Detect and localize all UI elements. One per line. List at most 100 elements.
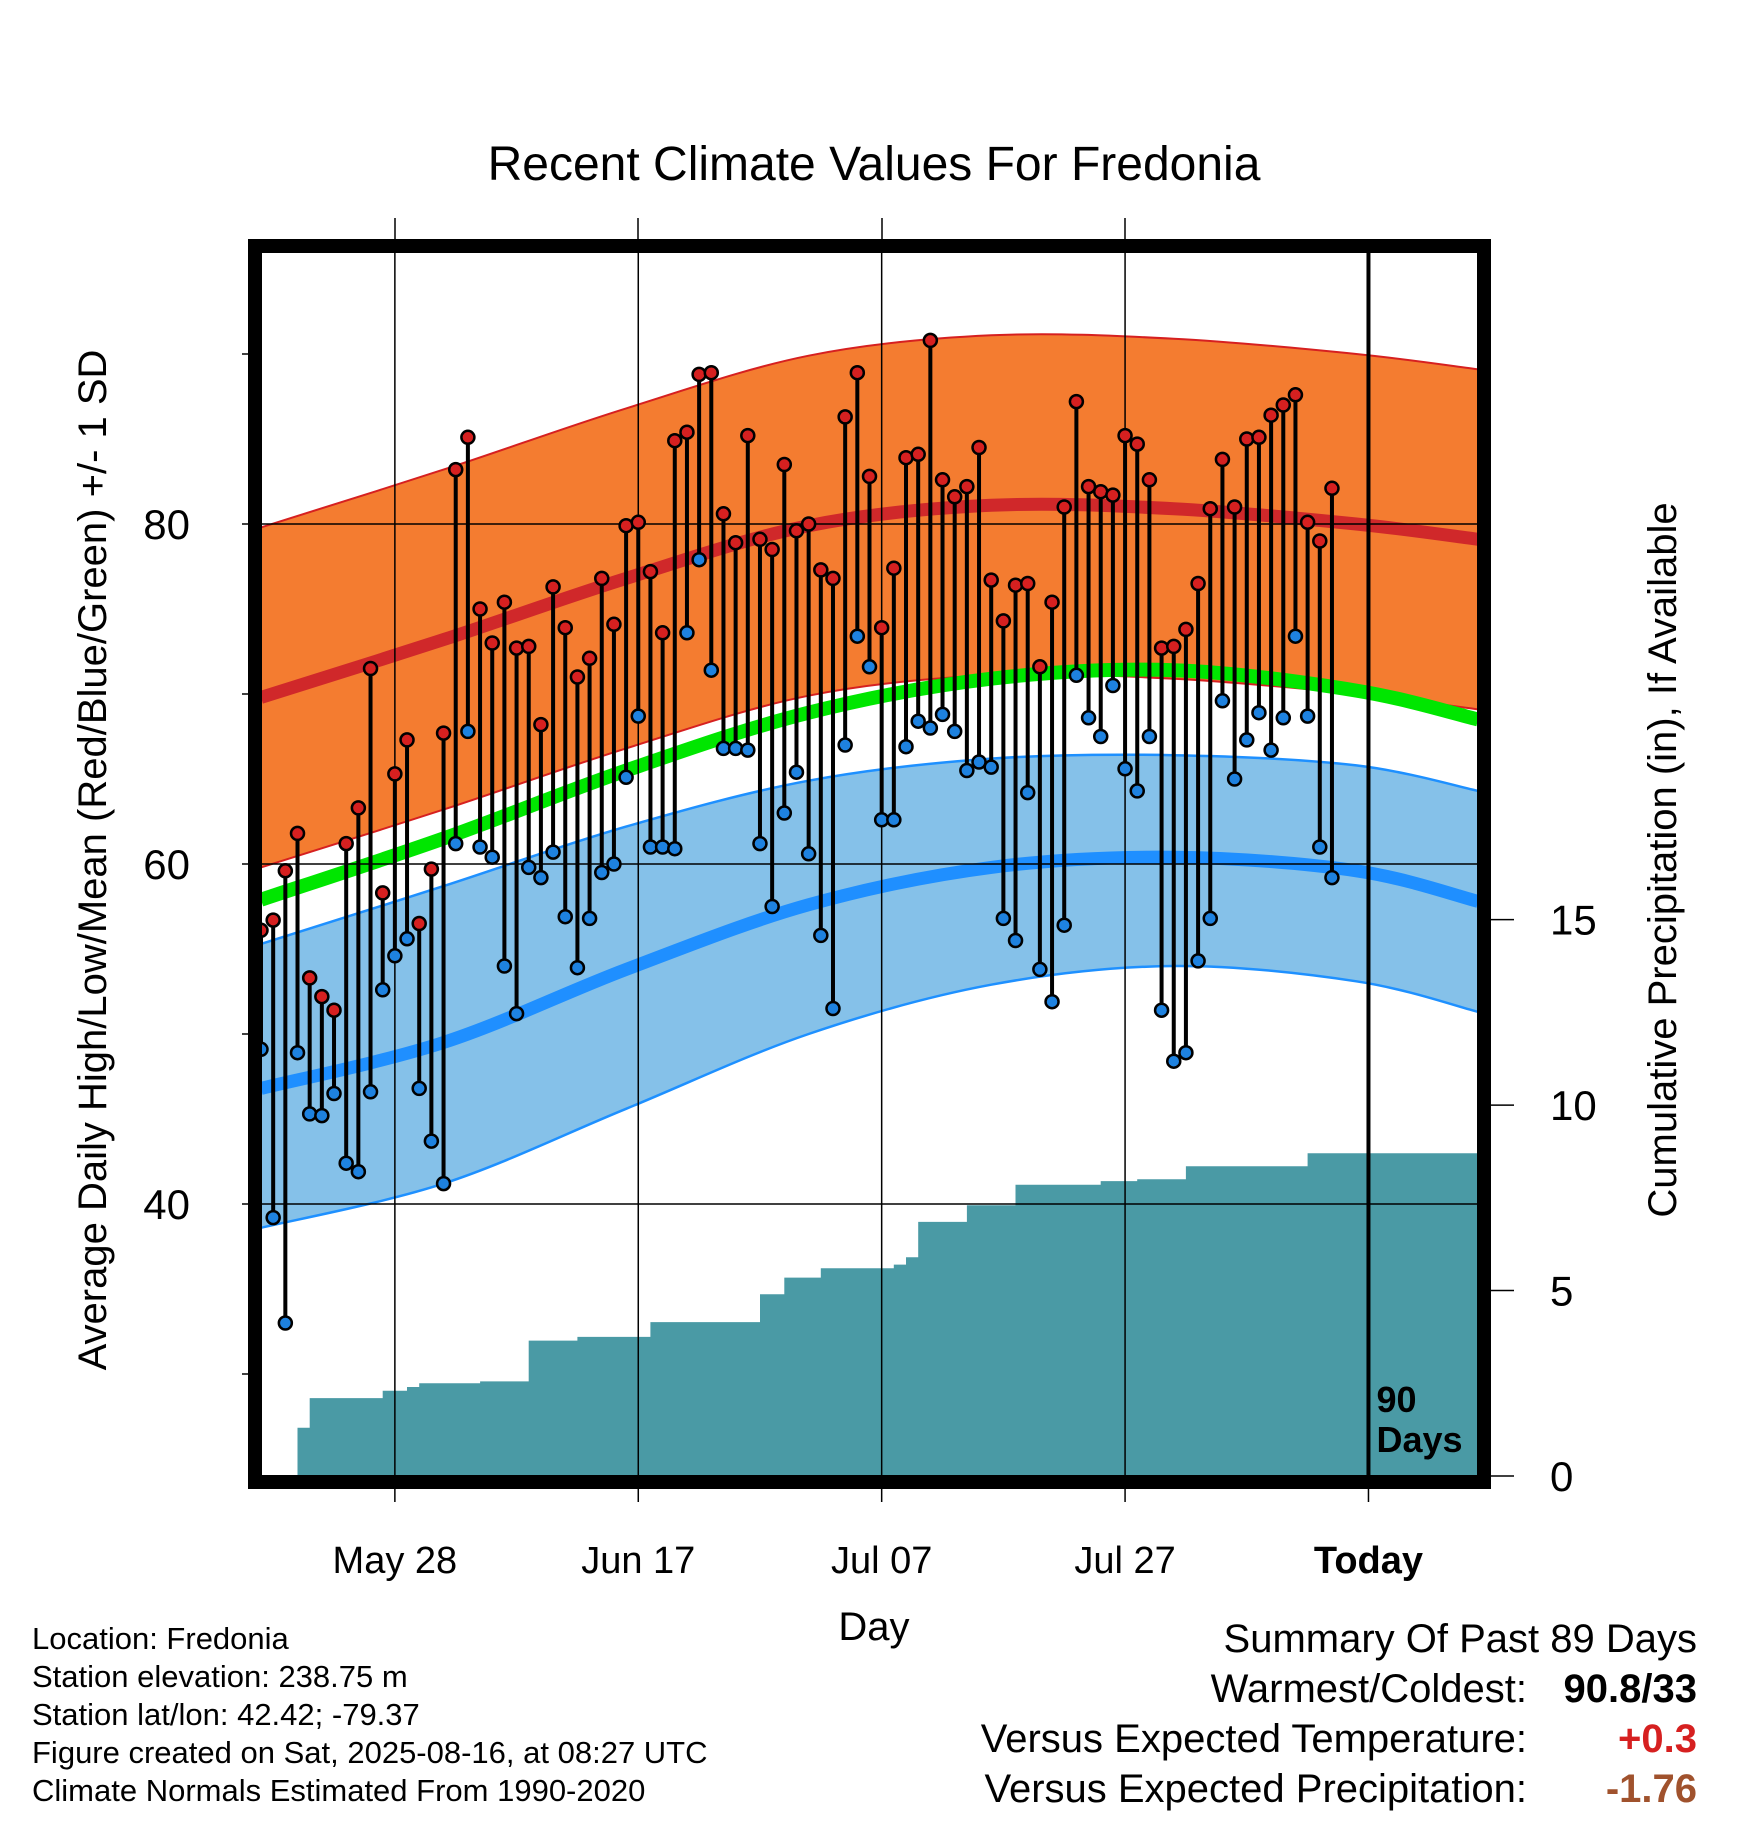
obs-high-point — [813, 562, 829, 578]
x-tick-label: Jun 17 — [581, 1540, 695, 1582]
normals-text: Climate Normals Estimated From 1990-2020 — [32, 1773, 646, 1808]
obs-low-point — [618, 769, 634, 786]
obs-high-point — [849, 364, 866, 381]
obs-high-point — [1044, 594, 1060, 610]
x-tick-label: Jul 07 — [831, 1540, 932, 1582]
precip-label: Versus Expected Precipitation: — [984, 1767, 1527, 1811]
obs-high-point — [764, 541, 780, 558]
obs-low-point — [1166, 1053, 1182, 1069]
obs-low-point — [594, 864, 610, 881]
obs-high-point — [1312, 533, 1328, 549]
obs-low-point — [630, 708, 647, 724]
obs-high-point — [752, 531, 768, 548]
obs-low-point — [1178, 1044, 1194, 1061]
obs-high-point — [654, 625, 671, 641]
y-left-tick-label: 40 — [143, 1181, 190, 1228]
obs-low-point — [1312, 839, 1328, 855]
obs-high-point — [1287, 387, 1304, 403]
obs-low-point — [740, 742, 756, 758]
obs-low-point — [1117, 761, 1133, 777]
elevation-text: Station elevation: 238.75 m — [32, 1659, 408, 1694]
obs-low-point — [362, 1084, 379, 1100]
cumulative-precip-area — [261, 1153, 1478, 1476]
obs-low-point — [1324, 869, 1340, 886]
obs-high-point — [691, 366, 707, 383]
obs-high-point — [825, 570, 841, 587]
obs-low-point — [569, 959, 586, 976]
obs-low-point — [886, 812, 902, 828]
obs-low-point — [1153, 1002, 1170, 1018]
obs-high-point — [788, 523, 805, 539]
obs-low-point — [350, 1163, 367, 1180]
temp-label: Versus Expected Temperature: — [980, 1717, 1527, 1761]
obs-high-point — [557, 619, 573, 636]
obs-high-point — [277, 863, 294, 879]
obs-low-point — [995, 910, 1012, 927]
y-left-tick-label: 80 — [143, 501, 190, 548]
obs-low-point — [387, 948, 403, 964]
obs-high-point — [1299, 514, 1316, 531]
x-tick-label: May 28 — [333, 1540, 458, 1582]
obs-low-point — [788, 764, 805, 780]
obs-low-point — [545, 844, 561, 860]
obs-high-point — [1105, 487, 1121, 503]
obs-high-point — [1178, 621, 1194, 638]
obs-low-point — [946, 723, 963, 740]
obs-high-point — [447, 461, 464, 478]
obs-high-point — [910, 446, 926, 463]
obs-low-point — [1141, 728, 1158, 745]
obs-high-point — [1153, 640, 1170, 656]
summary-panel: Summary Of Past 89 Days Warmest/Coldest:… — [981, 1614, 1697, 1814]
obs-low-point — [727, 740, 744, 757]
obs-low-point — [338, 1155, 354, 1171]
plot-frame — [248, 239, 1491, 1489]
obs-low-point — [861, 659, 878, 675]
obs-high-point — [861, 468, 878, 485]
obs-high-point — [886, 560, 902, 576]
obs-high-point — [1056, 499, 1072, 515]
obs-high-point — [1007, 577, 1024, 593]
obs-high-point — [520, 638, 537, 655]
obs-low-point — [764, 898, 780, 915]
obs-low-point — [849, 628, 866, 644]
obs-low-point — [959, 762, 975, 779]
obs-high-point — [387, 766, 403, 782]
obs-high-point — [533, 716, 549, 733]
obs-low-point — [1214, 693, 1231, 709]
obs-low-point — [1239, 732, 1255, 748]
obs-low-point — [1105, 677, 1121, 694]
obs-low-point — [776, 805, 793, 821]
obs-low-point — [1251, 704, 1267, 721]
obs-high-point — [959, 478, 975, 495]
obs-low-point — [825, 1000, 841, 1017]
location-text: Location: Fredonia — [32, 1621, 289, 1656]
obs-high-point — [642, 563, 659, 580]
warm-cold-label: Warmest/Coldest: — [1210, 1667, 1527, 1711]
obs-low-point — [1032, 961, 1048, 978]
obs-low-point — [1275, 710, 1292, 726]
normal-low-line — [259, 850, 1480, 1095]
obs-low-point — [898, 738, 914, 755]
x-tick-label: Today — [1314, 1540, 1423, 1582]
obs-high-point — [630, 514, 647, 531]
obs-low-point — [399, 931, 415, 947]
obs-low-point — [423, 1133, 440, 1149]
obs-high-point — [399, 732, 415, 748]
obs-low-point — [374, 982, 391, 998]
normal-mean-line — [258, 662, 1480, 907]
obs-low-point — [606, 856, 622, 872]
obs-high-point — [496, 594, 513, 610]
obs-low-point — [1044, 993, 1060, 1010]
obs-high-point — [472, 601, 488, 617]
today-label-line2: Days — [1376, 1419, 1462, 1460]
obs-low-point — [265, 1209, 281, 1226]
obs-high-point — [703, 364, 720, 381]
precip-area — [261, 1153, 1478, 1476]
obs-high-point — [508, 640, 525, 656]
obs-high-point — [1263, 407, 1279, 423]
obs-low-point — [581, 910, 598, 927]
summary-warm-cold: Warmest/Coldest: 90.8/33 — [981, 1664, 1697, 1714]
station-info: Location: Fredonia Station elevation: 23… — [32, 1620, 708, 1810]
obs-high-point — [265, 912, 281, 928]
obs-low-point — [557, 908, 573, 925]
